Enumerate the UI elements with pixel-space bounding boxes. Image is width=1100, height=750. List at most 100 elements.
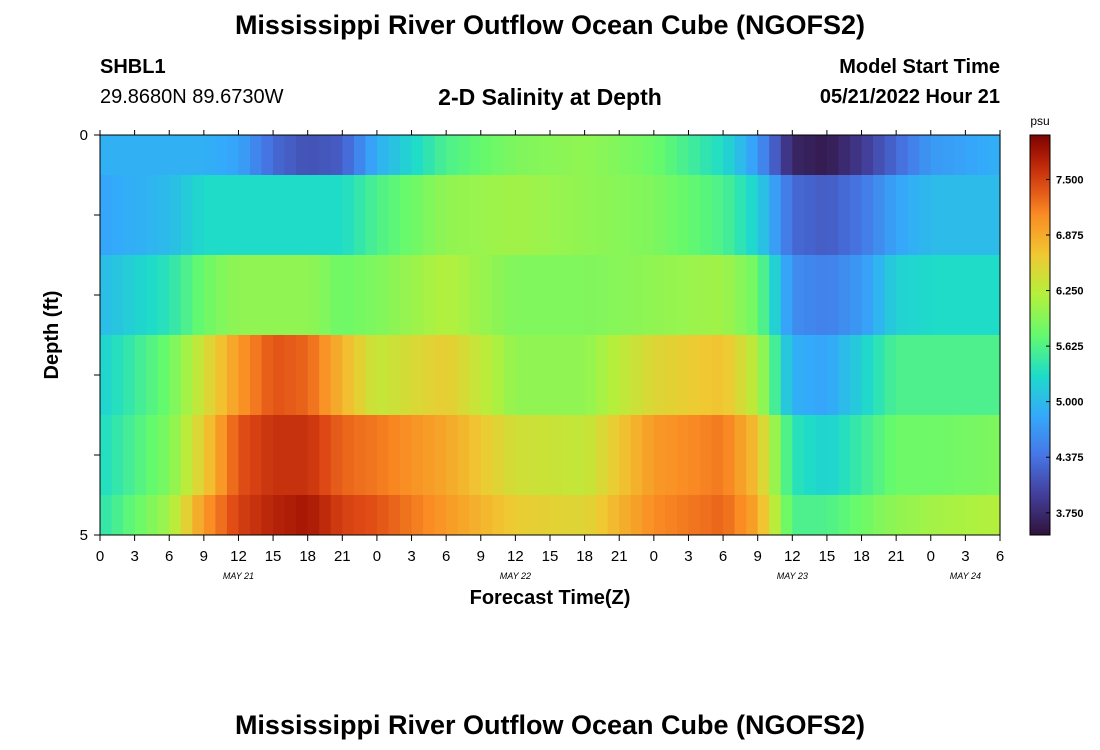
heatmap-cell: [619, 175, 632, 255]
heatmap-cell: [561, 335, 574, 415]
heatmap-cell: [896, 335, 909, 415]
heatmap-cell: [780, 255, 793, 335]
heatmap-cell: [203, 415, 216, 495]
heatmap-cell: [388, 175, 401, 255]
heatmap-cell: [423, 175, 436, 255]
heatmap-cell: [100, 495, 113, 535]
heatmap-cell: [803, 495, 816, 535]
heatmap-cell: [746, 135, 759, 175]
x-tick-label: 6: [165, 548, 173, 565]
heatmap-cell: [965, 175, 978, 255]
heatmap-cell: [342, 135, 355, 175]
heatmap-cell: [653, 335, 666, 415]
heatmap-cell: [238, 135, 251, 175]
heatmap-cell: [434, 335, 447, 415]
heatmap-cell: [711, 135, 724, 175]
heatmap-cell: [861, 135, 874, 175]
heatmap-cell: [307, 335, 320, 415]
heatmap-cell: [953, 335, 966, 415]
heatmap-cell: [100, 335, 113, 415]
heatmap-cell: [550, 495, 563, 535]
heatmap-cell: [157, 335, 170, 415]
heatmap-cell: [688, 175, 701, 255]
heatmap-cell: [584, 495, 597, 535]
heatmap-cell: [769, 255, 782, 335]
heatmap-cell: [676, 175, 690, 255]
heatmap-cell: [538, 175, 551, 255]
heatmap-cell: [180, 255, 193, 335]
heatmap-cell: [711, 415, 724, 495]
heatmap-cell: [180, 135, 193, 175]
heatmap-cell: [273, 415, 286, 495]
heatmap-cell: [676, 335, 690, 415]
heatmap-cell: [319, 255, 332, 335]
heatmap-cell: [215, 495, 228, 535]
heatmap-cell: [884, 255, 897, 335]
heatmap-cell: [700, 495, 713, 535]
heatmap-cell: [757, 495, 770, 535]
heatmap-cell: [319, 415, 332, 495]
heatmap-cell: [411, 135, 424, 175]
heatmap-cell: [284, 255, 297, 335]
heatmap-cell: [896, 175, 909, 255]
heatmap-cell: [780, 415, 793, 495]
heatmap-cell: [342, 255, 355, 335]
heatmap-cell: [469, 495, 482, 535]
heatmap-cell: [123, 175, 136, 255]
heatmap-cell: [146, 255, 159, 335]
heatmap-cell: [353, 135, 366, 175]
heatmap-cell: [100, 255, 113, 335]
heatmap-cell: [723, 135, 736, 175]
heatmap-cell: [353, 415, 366, 495]
heatmap-cell: [907, 255, 920, 335]
heatmap-cell: [376, 495, 390, 535]
x-tick-label: 3: [130, 548, 138, 565]
heatmap-cells: [100, 135, 1001, 535]
heatmap-cell: [976, 495, 990, 535]
colorbar-tick-label: 6.875: [1056, 230, 1084, 242]
heatmap-cell: [561, 495, 574, 535]
heatmap-cell: [561, 415, 574, 495]
heatmap-cell: [376, 415, 390, 495]
heatmap-cell: [157, 415, 170, 495]
heatmap-cell: [896, 135, 909, 175]
heatmap-cell: [665, 495, 678, 535]
heatmap-cell: [792, 175, 805, 255]
heatmap-cell: [503, 335, 516, 415]
heatmap-cell: [642, 335, 655, 415]
x-tick-label: 21: [334, 548, 351, 565]
heatmap-cell: [803, 255, 816, 335]
colorbar-tick-label: 3.750: [1056, 508, 1084, 520]
heatmap-cell: [273, 135, 286, 175]
heatmap-cell: [480, 415, 493, 495]
heatmap-cell: [838, 175, 851, 255]
heatmap-cell: [676, 255, 690, 335]
heatmap-cell: [803, 135, 816, 175]
heatmap-cell: [400, 175, 413, 255]
heatmap-cell: [769, 135, 782, 175]
heatmap-cell: [873, 175, 886, 255]
heatmap-cell: [480, 495, 493, 535]
heatmap-cell: [353, 495, 366, 535]
heatmap-cell: [642, 255, 655, 335]
heatmap-cell: [503, 175, 516, 255]
heatmap-cell: [457, 495, 470, 535]
x-date-label: MAY 24: [950, 571, 981, 581]
heatmap-cell: [746, 495, 759, 535]
heatmap-cell: [319, 335, 332, 415]
heatmap-cell: [884, 175, 897, 255]
heatmap-cell: [873, 135, 886, 175]
heatmap-cell: [492, 175, 505, 255]
heatmap-cell: [826, 335, 840, 415]
heatmap-cell: [203, 175, 216, 255]
heatmap-cell: [746, 175, 759, 255]
heatmap-cell: [965, 135, 978, 175]
heatmap-cell: [907, 135, 920, 175]
heatmap-cell: [723, 175, 736, 255]
heatmap-cell: [434, 175, 447, 255]
x-date-label: MAY 21: [223, 571, 254, 581]
heatmap-cell: [550, 255, 563, 335]
colorbar-tick-label: 6.250: [1056, 286, 1084, 298]
heatmap-cell: [411, 415, 424, 495]
heatmap-cell: [203, 495, 216, 535]
